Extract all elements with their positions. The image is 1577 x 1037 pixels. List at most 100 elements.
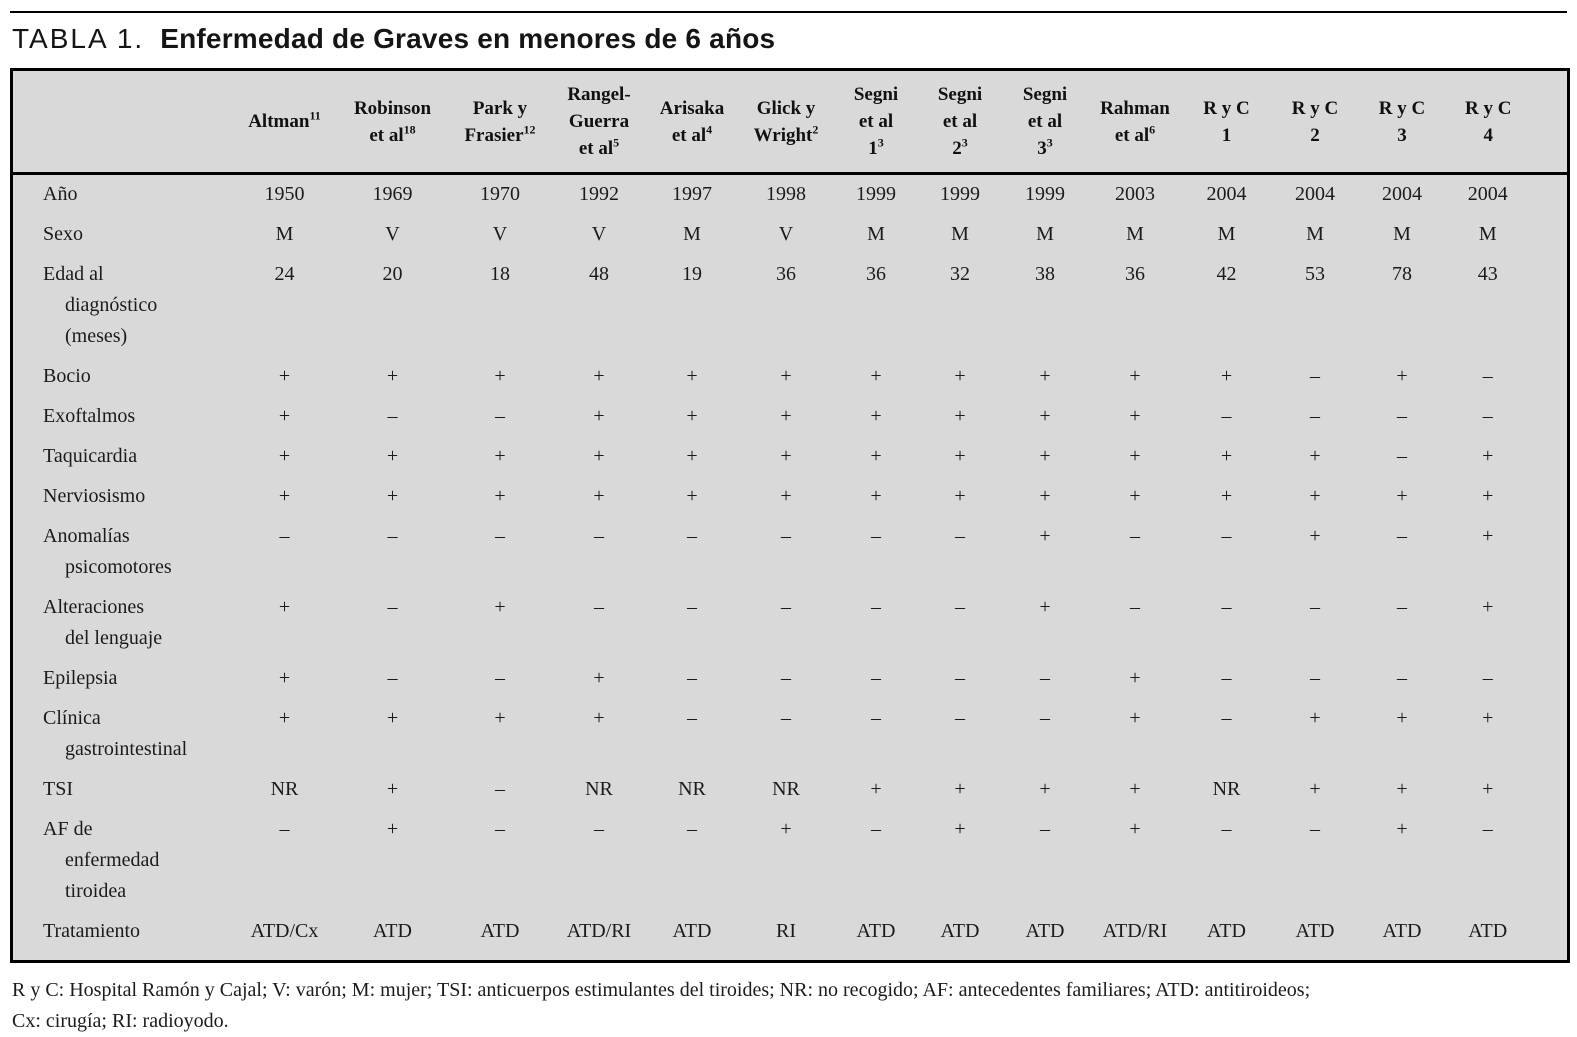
table-cell: +: [1039, 525, 1051, 547]
table-cell: ATD: [856, 920, 896, 942]
table-cell: –: [687, 707, 697, 729]
table-cell: –: [1040, 707, 1050, 729]
table-cell: –: [1397, 667, 1407, 689]
table-cell: ATD: [373, 920, 412, 942]
table-cell: +: [278, 405, 291, 427]
table-cell: ATD: [1025, 920, 1065, 942]
table-cell: +: [386, 445, 399, 467]
reference-superscript: 18: [403, 122, 416, 137]
table-cell: +: [1396, 818, 1408, 840]
table-cell: +: [593, 445, 605, 467]
table-cell: ATD: [672, 920, 712, 942]
table-cell: –: [1397, 596, 1407, 618]
table-cell: ATD: [1382, 920, 1422, 942]
table-cell: ATD/Cx: [250, 920, 319, 942]
row-label: Alteraciones del lenguaje: [43, 596, 163, 649]
table-row: TSI NR + – NR NR NR + + + + NR + + +: [12, 770, 1569, 810]
table-cell: +: [870, 445, 882, 467]
table-cell: +: [1220, 365, 1233, 387]
table-cell: +: [1039, 365, 1051, 387]
table-cell: ATD: [1207, 920, 1246, 942]
table-cell: +: [870, 365, 882, 387]
table-cell: –: [1310, 818, 1320, 840]
table-cell: +: [1309, 525, 1321, 547]
table-cell: NR: [678, 778, 706, 800]
table-cell: +: [1129, 485, 1141, 507]
table-cell: +: [1129, 405, 1141, 427]
footnote-line-1: R y C: Hospital Ramón y Cajal; V: varón;…: [12, 979, 1311, 1001]
table-cell: –: [1397, 525, 1407, 547]
table-cell: NR: [1212, 778, 1241, 800]
table-cell: ATD: [1468, 920, 1508, 942]
table-cell: –: [387, 667, 398, 689]
table-cell: 2004: [1382, 183, 1422, 205]
table-cell: +: [1039, 445, 1051, 467]
table-cell: +: [1039, 485, 1051, 507]
table-cell: +: [780, 365, 792, 387]
table-cell: 2004: [1467, 183, 1508, 205]
table-cell: +: [1482, 707, 1494, 729]
table-cell: +: [593, 485, 605, 507]
table-cell: +: [386, 778, 399, 800]
table-cell: –: [279, 525, 290, 547]
row-label: TSI: [43, 778, 73, 800]
table-cell: ATD: [1295, 920, 1335, 942]
table-cell: –: [495, 525, 505, 547]
column-header: Segni et al 33: [1001, 69, 1089, 175]
table-cell: M: [275, 223, 294, 245]
table-cell: –: [1482, 405, 1493, 427]
table-cell: –: [955, 525, 965, 547]
table-row: Tratamiento ATD/Cx ATD ATD ATD/RI ATD RI ATD ATD…: [12, 912, 1569, 962]
column-header: Rangel- Guerra et al5: [552, 69, 646, 175]
table-cell: +: [278, 445, 291, 467]
table-cell: +: [1396, 707, 1408, 729]
table-cell: –: [495, 405, 505, 427]
table-cell: –: [495, 778, 505, 800]
table-cell: –: [594, 596, 604, 618]
table-cell: V: [778, 223, 794, 245]
table-cell: 1950: [264, 183, 305, 205]
table-cell: 78: [1392, 263, 1412, 285]
table-cell: –: [1310, 405, 1320, 427]
table-cell: 1999: [856, 183, 896, 205]
table-cell: +: [1129, 818, 1141, 840]
table-cell: 43: [1477, 263, 1498, 285]
column-header: Park y Frasier12: [447, 69, 553, 175]
table-cell: +: [870, 485, 882, 507]
table-cell: +: [278, 485, 291, 507]
table-cell: 1999: [940, 183, 980, 205]
table-cell: –: [1482, 667, 1493, 689]
table-cell: +: [1396, 485, 1408, 507]
table-cell: +: [954, 445, 966, 467]
table-cell: 1970: [480, 183, 520, 205]
reference-superscript: 12: [523, 122, 536, 137]
table-row: Alteraciones del lenguaje + – + – – – – – + – – – – +: [12, 588, 1569, 659]
table-cell: +: [1482, 525, 1494, 547]
table-row: Exoftalmos + – – + + + + + + + – – – –: [12, 397, 1569, 437]
table-cell: +: [593, 405, 605, 427]
column-header: Segni et al 23: [918, 69, 1002, 175]
table-cell: M: [1126, 223, 1144, 245]
table-cell: –: [495, 818, 505, 840]
table-cell: +: [1039, 405, 1051, 427]
table-cell: –: [1482, 818, 1493, 840]
table-cell: +: [1309, 445, 1321, 467]
table-cell: 48: [589, 263, 609, 285]
table-cell: +: [494, 445, 506, 467]
table-cell: V: [492, 223, 508, 245]
table-cell: +: [494, 365, 506, 387]
title-rule: [10, 11, 1567, 13]
table-cell: –: [781, 525, 791, 547]
table-cell: 24: [274, 263, 295, 285]
table-cell: –: [781, 707, 791, 729]
table-cell: +: [870, 405, 882, 427]
table-cell: +: [593, 365, 605, 387]
table-cell: –: [279, 818, 290, 840]
table-cell: 36: [776, 263, 796, 285]
row-label: Epilepsia: [43, 667, 118, 689]
table-cell: –: [871, 667, 881, 689]
row-label: Anomalías psicomotores: [43, 525, 172, 578]
table-cell: +: [494, 707, 506, 729]
